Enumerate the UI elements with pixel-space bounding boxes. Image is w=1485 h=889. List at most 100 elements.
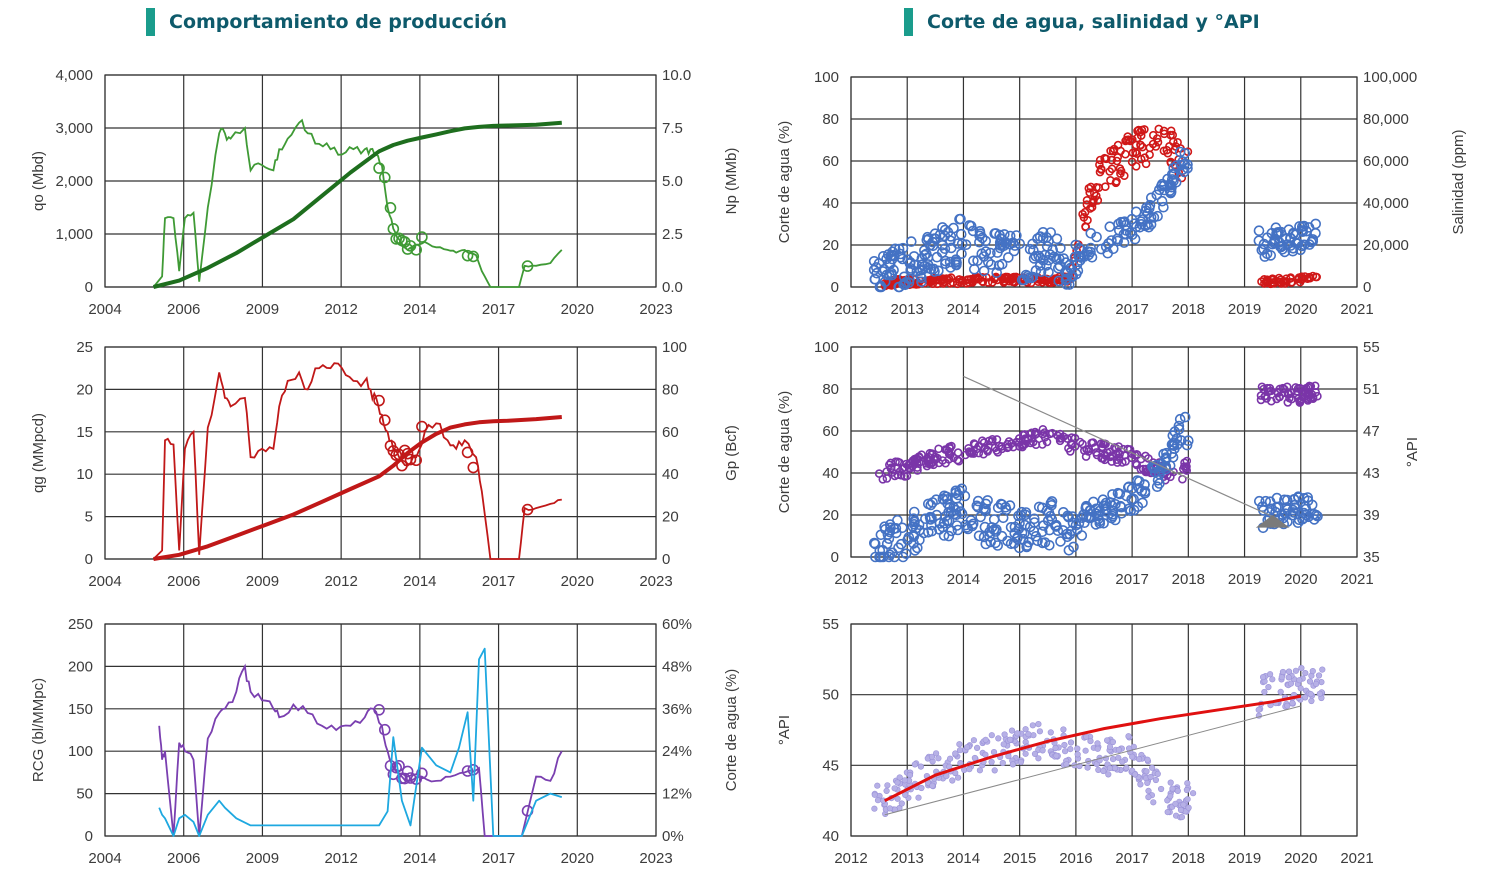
y2-tick-label: 36%	[662, 701, 692, 718]
scatter-point-api	[874, 797, 882, 804]
scatter-point-water-cut	[911, 542, 923, 554]
y-tick-label: 55	[822, 616, 839, 633]
scatter-point-water-cut	[1101, 506, 1112, 517]
scatter-point-api	[1172, 800, 1179, 807]
series-line-qg	[152, 362, 562, 560]
scatter-point-api	[1255, 706, 1262, 713]
scatter-point-°API	[1180, 458, 1189, 468]
chart-rgc: 2004 2006 2009 2012 2014 2017 2020 2023 0 50 100 15…	[30, 616, 740, 867]
scatter-point-api	[898, 800, 905, 807]
scatter-point-water-cut	[1029, 513, 1040, 525]
series-marker-qg	[467, 461, 480, 474]
scatter-point-water-cut	[1002, 535, 1013, 547]
series-marker-qo	[461, 249, 474, 262]
y2-tick-label: 20	[662, 509, 679, 526]
x-tick-label: 2006	[167, 573, 200, 590]
scatter-point-water-cut	[1106, 235, 1117, 246]
scatter-point-°API	[1081, 452, 1091, 461]
scatter-point-Salinidad	[1311, 272, 1321, 282]
scatter-point-water-cut	[887, 246, 898, 257]
scatter-point-api	[1150, 799, 1157, 806]
scatter-point-api	[1147, 773, 1154, 781]
scatter-point-°API	[1038, 429, 1048, 439]
scatter-point-water-cut	[883, 551, 895, 563]
scatter-point-Salinidad	[963, 275, 972, 285]
scatter-point-api	[935, 755, 942, 762]
scatter-point-api	[999, 759, 1006, 767]
scatter-point-water-cut	[1104, 221, 1116, 232]
scatter-point-water-cut	[889, 243, 901, 255]
scatter-point-Salinidad	[1159, 146, 1169, 156]
scatter-point-water-cut	[978, 503, 990, 514]
x-tick-label: 2017	[1115, 850, 1148, 867]
y2-tick-label: 7.5	[662, 120, 683, 137]
scatter-point-water-cut	[881, 538, 893, 550]
scatter-point-water-cut	[968, 255, 979, 267]
scatter-point-water-cut	[994, 240, 1006, 251]
scatter-point-water-cut	[1146, 192, 1157, 204]
scatter-point-water-cut	[945, 235, 956, 246]
scatter-point-Salinidad	[1280, 276, 1289, 286]
scatter-point-api	[1009, 761, 1017, 768]
scatter-point-water-cut	[1035, 266, 1047, 278]
scatter-point-api	[982, 736, 989, 743]
scatter-point-water-cut	[1072, 265, 1084, 277]
scatter-point-water-cut	[1055, 536, 1066, 547]
scatter-point-water-cut	[1079, 517, 1090, 529]
scatter-point-api	[1296, 677, 1303, 684]
scatter-point-water-cut	[949, 508, 960, 520]
x-tick-label: 2009	[246, 301, 279, 318]
scatter-point-Salinidad	[1263, 276, 1273, 285]
x-tick-label: 2017	[482, 573, 515, 590]
y2-axis-label: Salinidad (ppm)	[1450, 129, 1467, 234]
y-tick-label: 100	[68, 743, 93, 760]
scatter-point-water-cut	[1000, 501, 1011, 513]
chart-oil: 2004 2006 2009 2012 2014 2017 2020 2023 0 1,000 2,…	[30, 67, 740, 318]
scatter-point-api	[1105, 771, 1112, 778]
scatter-point-api	[932, 750, 940, 757]
scatter-point-water-cut	[1176, 435, 1187, 446]
scatter-point-api	[917, 763, 925, 770]
y-tick-label: 3,000	[55, 120, 93, 137]
scatter-point-water-cut	[1034, 260, 1046, 271]
scatter-point-water-cut	[1270, 222, 1282, 233]
y2-tick-label: 48%	[662, 658, 692, 675]
y2-tick-label: 60,000	[1363, 153, 1409, 170]
scatter-point-water-cut	[881, 269, 893, 281]
y2-axis-label: °API	[1404, 437, 1421, 467]
y-tick-label: 1,000	[55, 226, 93, 243]
scatter-point-api	[891, 785, 898, 792]
scatter-point-api	[1174, 787, 1181, 795]
scatter-point-Salinidad	[1108, 146, 1118, 156]
scatter-point-water-cut	[892, 514, 903, 526]
scatter-point-api	[1061, 741, 1068, 749]
scatter-point-water-cut	[896, 522, 908, 534]
scatter-point-Salinidad	[1153, 137, 1163, 147]
scatter-point-°API	[1263, 383, 1272, 393]
scatter-point-api	[1177, 806, 1185, 814]
title-accent-bar	[904, 8, 913, 36]
scatter-point-water-cut	[1165, 180, 1177, 191]
x-tick-label: 2019	[1228, 301, 1261, 318]
series-marker-qg	[410, 454, 422, 467]
series-line-Gp	[153, 415, 562, 561]
scatter-point-Salinidad	[1095, 155, 1105, 165]
scatter-point-water-cut	[991, 267, 1003, 279]
x-tick-label: 2020	[1284, 571, 1317, 588]
y2-tick-label: 100,000	[1363, 69, 1417, 86]
scatter-point-api	[1157, 785, 1165, 793]
plot-area	[850, 623, 1358, 837]
scatter-point-water-cut	[1261, 248, 1273, 260]
scatter-point-api	[970, 737, 978, 744]
scatter-point-°API	[1027, 428, 1036, 438]
y2-axis-label: Np (MMb)	[723, 148, 740, 215]
scatter-point-Salinidad	[1081, 222, 1090, 231]
scatter-point-°API	[1302, 389, 1312, 399]
scatter-point-water-cut	[1068, 541, 1079, 553]
scatter-point-water-cut	[868, 255, 880, 267]
scatter-point-api	[918, 784, 925, 792]
scatter-point-water-cut	[1020, 269, 1032, 281]
scatter-point-api	[1148, 764, 1156, 771]
scatter-point-water-cut	[1032, 535, 1043, 547]
